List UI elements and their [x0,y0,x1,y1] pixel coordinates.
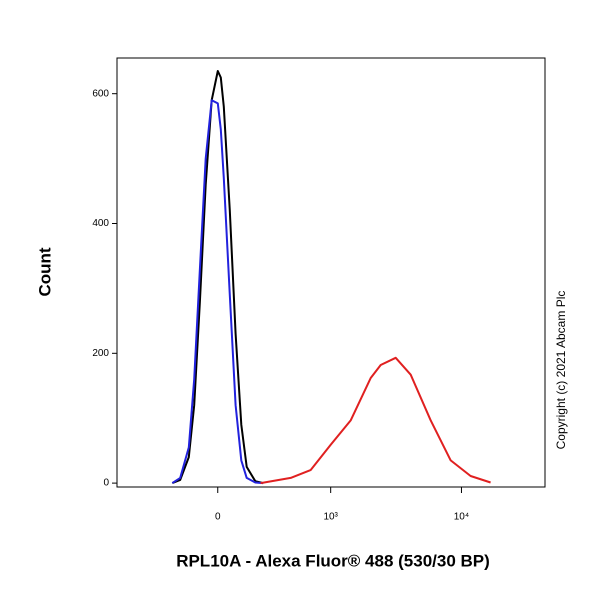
histogram-line [171,99,264,485]
x-axis-label: RPL10A - Alexa Fluor® 488 (530/30 BP) [176,551,490,570]
histogram-line [171,70,264,485]
histogram-line [260,356,491,485]
y-tick-label: 600 [92,88,109,99]
y-tick-label: 0 [103,478,109,489]
y-tick-label: 200 [92,348,109,359]
y-axis-label: Count [35,247,54,296]
x-tick-label: 10³ [323,512,338,523]
copyright: Copyright (c) 2021 Abcam Plc [554,291,568,450]
y-tick-label: 400 [92,218,109,229]
x-tick-label: 0 [215,512,221,523]
x-tick-label: 10⁴ [454,512,469,523]
plot-frame [116,57,546,488]
